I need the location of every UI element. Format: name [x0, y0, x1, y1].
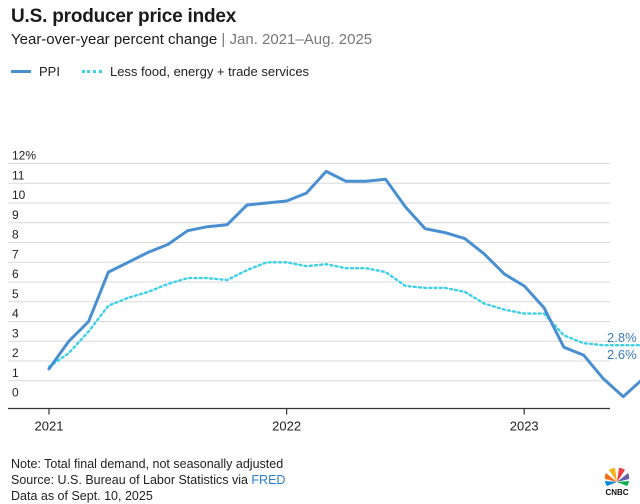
subtitle-lead: Year-over-year percent change	[11, 31, 218, 48]
legend-label-core: Less food, energy + trade services	[109, 64, 310, 79]
end-labels: 2.8% 2.6%	[607, 330, 637, 362]
cnbc-logo-text: CNBC	[605, 488, 628, 497]
y-tick-label: 2	[12, 346, 19, 360]
legend-item-ppi: PPI	[11, 64, 60, 79]
ppi-end-label: 2.6%	[607, 347, 637, 362]
subtitle-separator: |	[221, 31, 226, 48]
series-line-ppi	[47, 169, 640, 399]
x-axis: 20212022202320242025	[8, 407, 610, 434]
y-tick-label: 5	[12, 287, 19, 301]
source-text: Source: U.S. Bureau of Labor Statistics …	[11, 473, 248, 487]
y-tick-label: 10	[12, 188, 26, 202]
source-link-fred[interactable]: FRED	[251, 473, 286, 487]
legend-swatch-core	[81, 70, 102, 73]
y-tick-label: 3	[12, 326, 19, 340]
series-lines	[47, 169, 640, 399]
y-tick-label: 12%	[12, 149, 36, 163]
gridlines	[8, 163, 610, 382]
cnbc-peacock-icon: CNBC	[604, 467, 630, 497]
source-line: Source: U.S. Bureau of Labor Statistics …	[11, 473, 285, 487]
y-tick-label: 1	[12, 366, 19, 380]
y-tick-label: 11	[12, 168, 25, 182]
y-tick-label: 8	[12, 228, 19, 242]
x-tick-label: 2022	[272, 419, 301, 434]
core-end-label: 2.8%	[607, 330, 637, 345]
chart-title: U.S. producer price index	[11, 6, 237, 27]
legend-swatch-ppi	[11, 70, 31, 73]
footnote: Note: Total final demand, not seasonally…	[11, 457, 284, 471]
chart-subtitle: Year-over-year percent change | Jan. 202…	[11, 31, 372, 48]
x-tick-label: 2023	[510, 419, 539, 434]
y-tick-label: 6	[12, 267, 19, 281]
chart-legend: PPI Less food, energy + trade services	[11, 64, 331, 79]
y-tick-label: 7	[12, 247, 19, 261]
subtitle-date-range: Jan. 2021–Aug. 2025	[229, 31, 373, 48]
y-tick-label: 4	[12, 307, 19, 321]
y-tick-label: 9	[12, 208, 19, 222]
legend-item-core: Less food, energy + trade services	[81, 64, 310, 79]
data-as-of: Data as of Sept. 10, 2025	[11, 489, 153, 503]
y-tick-label: 0	[12, 386, 19, 400]
legend-label-ppi: PPI	[39, 64, 60, 79]
x-tick-label: 2021	[35, 419, 64, 434]
series-line-core	[47, 261, 640, 369]
